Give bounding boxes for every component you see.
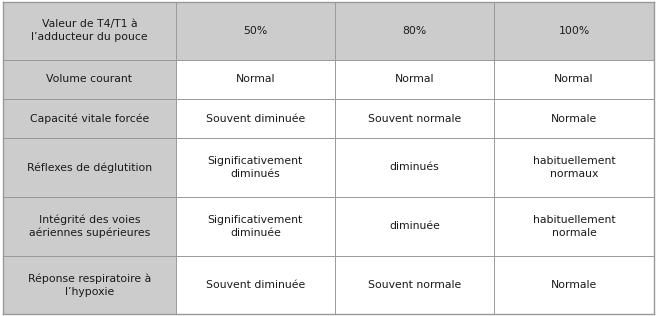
- Bar: [3, 138, 175, 197]
- Text: Souvent diminuée: Souvent diminuée: [206, 280, 305, 290]
- Bar: [3, 99, 175, 138]
- Text: Significativement
diminuée: Significativement diminuée: [208, 215, 303, 238]
- Text: Capacité vitale forcée: Capacité vitale forcée: [30, 113, 149, 124]
- Text: 100%: 100%: [558, 26, 590, 36]
- Bar: [494, 256, 654, 314]
- Text: Normale: Normale: [551, 114, 597, 124]
- Bar: [175, 197, 335, 256]
- Bar: [335, 99, 494, 138]
- Text: Normale: Normale: [551, 280, 597, 290]
- Text: Valeur de T4/T1 à
l’adducteur du pouce: Valeur de T4/T1 à l’adducteur du pouce: [31, 19, 148, 42]
- Text: diminuée: diminuée: [389, 222, 440, 231]
- Text: 50%: 50%: [243, 26, 267, 36]
- Bar: [175, 99, 335, 138]
- Text: Réflexes de déglutition: Réflexes de déglutition: [27, 162, 152, 173]
- Bar: [175, 60, 335, 99]
- Text: Normal: Normal: [555, 74, 594, 84]
- Bar: [3, 197, 175, 256]
- Text: Souvent normale: Souvent normale: [368, 114, 461, 124]
- Text: Normal: Normal: [395, 74, 434, 84]
- Bar: [3, 2, 175, 60]
- Bar: [335, 197, 494, 256]
- Text: Intégrité des voies
aériennes supérieures: Intégrité des voies aériennes supérieure…: [29, 214, 150, 238]
- Text: diminués: diminués: [390, 162, 440, 173]
- Text: habituellement
normale: habituellement normale: [533, 215, 616, 238]
- Bar: [494, 99, 654, 138]
- Bar: [494, 138, 654, 197]
- Bar: [175, 2, 335, 60]
- Bar: [335, 60, 494, 99]
- Bar: [494, 197, 654, 256]
- Bar: [494, 60, 654, 99]
- Bar: [335, 138, 494, 197]
- Text: Significativement
diminués: Significativement diminués: [208, 156, 303, 179]
- Text: habituellement
normaux: habituellement normaux: [533, 156, 616, 179]
- Text: Souvent diminuée: Souvent diminuée: [206, 114, 305, 124]
- Bar: [175, 138, 335, 197]
- Bar: [335, 256, 494, 314]
- Bar: [3, 60, 175, 99]
- Text: 80%: 80%: [403, 26, 427, 36]
- Text: Réponse respiratoire à
l’hypoxie: Réponse respiratoire à l’hypoxie: [28, 274, 151, 297]
- Text: Souvent normale: Souvent normale: [368, 280, 461, 290]
- Bar: [3, 256, 175, 314]
- Bar: [175, 256, 335, 314]
- Text: Volume courant: Volume courant: [47, 74, 133, 84]
- Text: Normal: Normal: [236, 74, 275, 84]
- Bar: [494, 2, 654, 60]
- Bar: [335, 2, 494, 60]
